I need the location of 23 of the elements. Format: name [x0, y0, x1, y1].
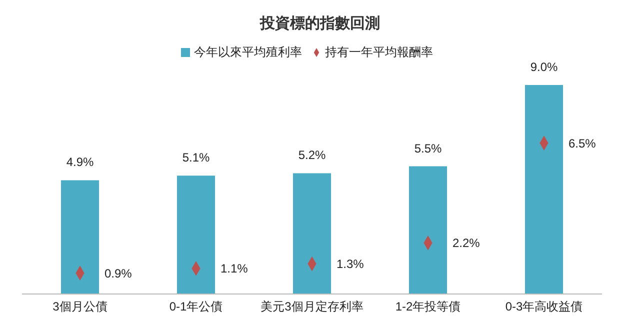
bar [293, 173, 331, 294]
data-label: 5.2% [298, 148, 326, 162]
data-label: 1.3% [336, 257, 364, 272]
data-label: 9.0% [530, 60, 558, 74]
legend-label: 持有一年平均報酬率 [325, 45, 433, 59]
x-tick-label: 0-3年高收益債 [505, 300, 583, 314]
x-tick-label: 美元3個月定存利率 [260, 300, 364, 314]
bar [61, 180, 99, 294]
data-label: 5.5% [414, 141, 442, 156]
data-label: 2.2% [452, 236, 480, 250]
x-tick-label: 1-2年投等債 [395, 300, 461, 314]
data-label: 6.5% [568, 136, 596, 150]
bar [177, 176, 215, 294]
data-label: 5.1% [182, 150, 210, 165]
data-label: 0.9% [104, 266, 132, 280]
data-label: 4.9% [66, 155, 94, 170]
chart-title: 投資標的指數回測 [258, 14, 381, 34]
legend-label: 今年以來平均殖利率 [194, 45, 302, 59]
data-label: 1.1% [220, 262, 248, 276]
x-tick-label: 3個月公債 [52, 300, 108, 314]
bar [409, 166, 447, 294]
x-tick-label: 0-1年公債 [169, 300, 223, 314]
bar [525, 85, 563, 294]
